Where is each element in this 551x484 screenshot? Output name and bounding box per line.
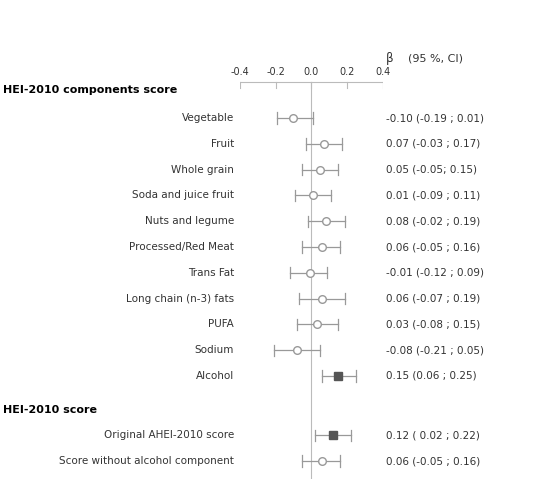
Text: 0.07 (-0.03 ; 0.17): 0.07 (-0.03 ; 0.17) <box>386 139 480 149</box>
Text: Sodium: Sodium <box>195 345 234 355</box>
Text: 0.06 (-0.05 ; 0.16): 0.06 (-0.05 ; 0.16) <box>386 456 480 466</box>
Text: Nuts and legume: Nuts and legume <box>145 216 234 226</box>
Text: Trans Fat: Trans Fat <box>188 268 234 278</box>
Text: Alcohol: Alcohol <box>196 371 234 381</box>
Text: HEI-2010 score: HEI-2010 score <box>3 405 97 414</box>
Text: Whole grain: Whole grain <box>171 165 234 175</box>
Text: 0.01 (-0.09 ; 0.11): 0.01 (-0.09 ; 0.11) <box>386 190 480 200</box>
Text: β: β <box>386 52 393 65</box>
Text: (95 %, CI): (95 %, CI) <box>408 54 463 64</box>
Text: Long chain (n-3) fats: Long chain (n-3) fats <box>126 294 234 303</box>
Text: 0.4: 0.4 <box>375 67 391 77</box>
Text: 0.05 (-0.05; 0.15): 0.05 (-0.05; 0.15) <box>386 165 477 175</box>
Text: HEI-2010 components score: HEI-2010 components score <box>3 85 177 95</box>
Text: 0.06 (-0.05 ; 0.16): 0.06 (-0.05 ; 0.16) <box>386 242 480 252</box>
Text: 0.15 (0.06 ; 0.25): 0.15 (0.06 ; 0.25) <box>386 371 476 381</box>
Text: Soda and juice fruit: Soda and juice fruit <box>132 190 234 200</box>
Text: Vegetable: Vegetable <box>182 113 234 123</box>
Text: -0.10 (-0.19 ; 0.01): -0.10 (-0.19 ; 0.01) <box>386 113 484 123</box>
Text: Original AHEI-2010 score: Original AHEI-2010 score <box>104 430 234 440</box>
Text: 0.06 (-0.07 ; 0.19): 0.06 (-0.07 ; 0.19) <box>386 294 480 303</box>
Text: -0.01 (-0.12 ; 0.09): -0.01 (-0.12 ; 0.09) <box>386 268 484 278</box>
Text: PUFA: PUFA <box>208 319 234 330</box>
Text: Fruit: Fruit <box>211 139 234 149</box>
Text: 0.03 (-0.08 ; 0.15): 0.03 (-0.08 ; 0.15) <box>386 319 480 330</box>
Text: 0.0: 0.0 <box>304 67 319 77</box>
Text: 0.2: 0.2 <box>339 67 355 77</box>
Text: -0.4: -0.4 <box>230 67 249 77</box>
Text: 0.12 ( 0.02 ; 0.22): 0.12 ( 0.02 ; 0.22) <box>386 430 479 440</box>
Text: -0.2: -0.2 <box>266 67 285 77</box>
Text: 0.08 (-0.02 ; 0.19): 0.08 (-0.02 ; 0.19) <box>386 216 480 226</box>
Text: -0.08 (-0.21 ; 0.05): -0.08 (-0.21 ; 0.05) <box>386 345 484 355</box>
Text: Score without alcohol component: Score without alcohol component <box>60 456 234 466</box>
Text: Processed/Red Meat: Processed/Red Meat <box>129 242 234 252</box>
